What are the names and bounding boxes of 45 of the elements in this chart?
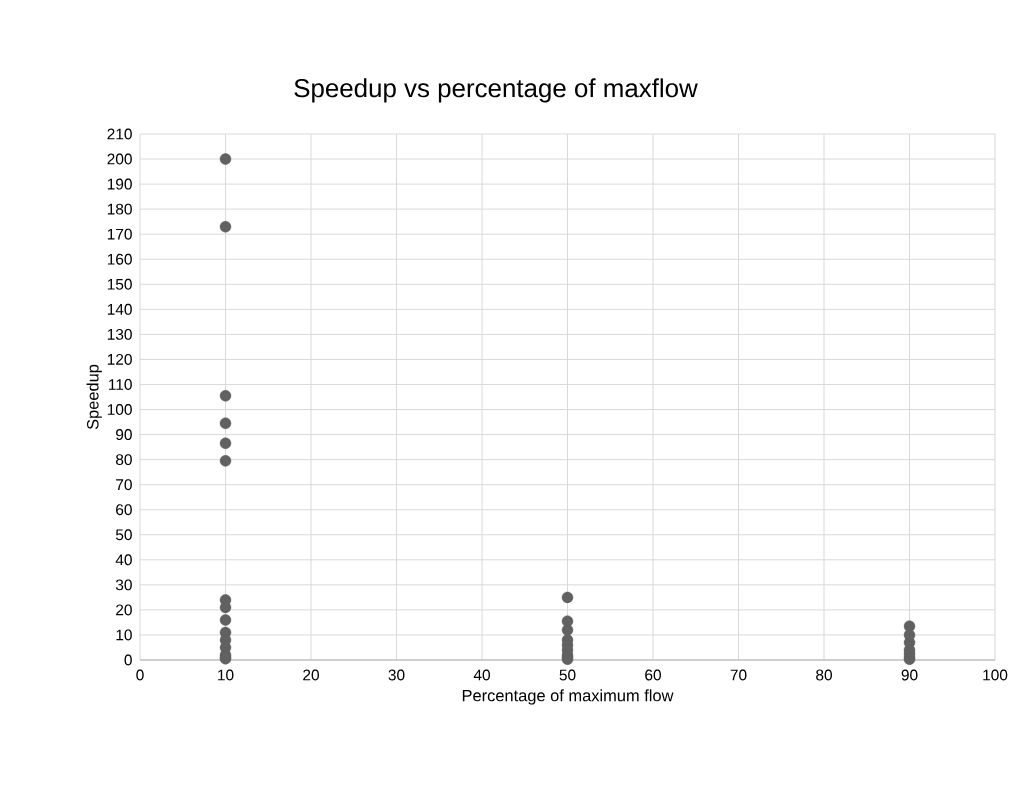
y-tick-label: 20 bbox=[116, 604, 132, 616]
x-tick-label: 90 bbox=[901, 669, 918, 681]
x-tick-label: 20 bbox=[303, 669, 319, 681]
x-tick-label: 10 bbox=[218, 669, 234, 681]
y-tick-label: 110 bbox=[109, 379, 132, 390]
x-tick-label: 100 bbox=[983, 669, 1008, 681]
y-tick-label: 60 bbox=[116, 504, 132, 516]
y-tick-label: 120 bbox=[107, 353, 132, 365]
x-tick-label: 30 bbox=[388, 669, 405, 681]
x-tick-label: 60 bbox=[645, 669, 661, 681]
y-tick-label: 40 bbox=[115, 554, 132, 566]
x-tick-label: 40 bbox=[473, 669, 490, 681]
point bbox=[219, 220, 232, 233]
y-tick-label: 80 bbox=[115, 454, 132, 466]
y-tick-label: 10 bbox=[116, 629, 132, 641]
y-tick-label: 140 bbox=[107, 303, 132, 315]
y-tick-label: 160 bbox=[107, 253, 132, 265]
x-axis-title: Percentage of maximum flow bbox=[462, 689, 674, 705]
x-tick-label: 0 bbox=[136, 669, 144, 681]
point bbox=[219, 614, 232, 626]
y-tick-label: 170 bbox=[107, 228, 132, 240]
y-tick-label: 130 bbox=[107, 328, 132, 340]
point bbox=[561, 624, 574, 636]
point bbox=[219, 437, 232, 450]
y-tick-label: 0 bbox=[124, 654, 132, 666]
y-tick-label: 200 bbox=[107, 153, 132, 165]
y-tick-label: 30 bbox=[115, 579, 132, 591]
y-tick-label: 180 bbox=[107, 203, 132, 215]
y-tick-label: 210 bbox=[107, 128, 132, 140]
x-tick-label: 70 bbox=[730, 669, 747, 681]
y-tick-label: 100 bbox=[107, 404, 132, 415]
point bbox=[219, 417, 232, 429]
chart-title: Speedup vs percentage of maxflow bbox=[294, 78, 698, 103]
y-tick-label: 90 bbox=[116, 429, 132, 441]
x-tick-label: 50 bbox=[559, 669, 576, 681]
y-tick-label: 150 bbox=[107, 278, 132, 290]
y-tick-label: 70 bbox=[116, 479, 132, 491]
x-tick-label: 80 bbox=[816, 669, 832, 681]
point bbox=[219, 390, 232, 402]
y-tick-label: 50 bbox=[115, 529, 132, 541]
y-axis-title: Speedup bbox=[86, 364, 102, 430]
point bbox=[219, 455, 232, 467]
point bbox=[561, 591, 574, 604]
y-tick-label: 190 bbox=[107, 178, 132, 190]
point bbox=[219, 153, 232, 165]
